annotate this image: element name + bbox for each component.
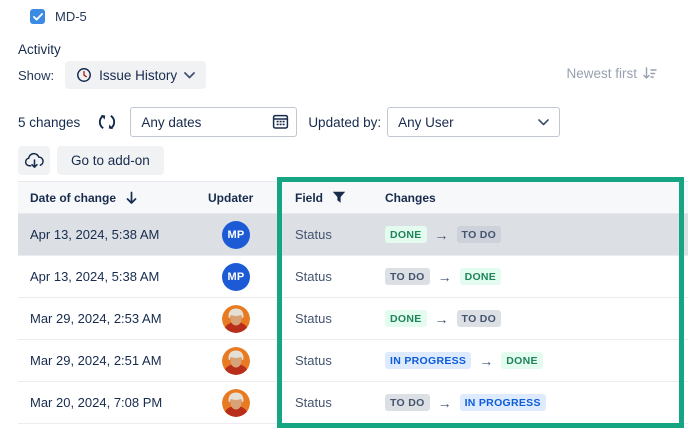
table-row[interactable]: Apr 13, 2024, 5:38 AM MP Status TO DO → … (18, 256, 688, 298)
status-from-badge: IN PROGRESS (385, 351, 472, 370)
sort-descending-icon (643, 67, 657, 79)
refresh-icon (99, 114, 116, 130)
arrow-right-icon: → (437, 394, 452, 411)
issue-checkbox[interactable] (30, 9, 45, 24)
show-label: Show: (18, 67, 55, 83)
user-photo (222, 388, 250, 417)
check-icon (32, 12, 43, 20)
addon-toolbar: Go to add-on (18, 146, 164, 175)
status-to-badge: TO DO (456, 225, 502, 244)
row-date: Apr 13, 2024, 5:38 AM (30, 269, 160, 284)
chevron-down-icon (184, 71, 196, 78)
go-to-addon-button[interactable]: Go to add-on (57, 146, 164, 175)
sort-arrow-down-icon (126, 191, 137, 204)
row-field: Status (295, 311, 332, 326)
column-date-of-change[interactable]: Date of change (18, 191, 208, 205)
cloud-download-button[interactable] (18, 146, 50, 175)
filter-funnel-icon[interactable] (332, 191, 346, 204)
status-to-badge: DONE (501, 351, 543, 370)
status-to-badge: IN PROGRESS (459, 393, 546, 412)
clock-icon (77, 68, 92, 82)
row-date: Mar 20, 2024, 7:08 PM (30, 395, 163, 410)
sort-order-label: Newest first (566, 66, 637, 81)
avatar[interactable] (222, 388, 250, 417)
history-table: Date of change Updater Field Changes Apr… (18, 181, 688, 424)
column-updater[interactable]: Updater (208, 190, 254, 205)
row-field: Status (295, 395, 332, 410)
status-from-badge: DONE (385, 225, 427, 244)
row-date: Mar 29, 2024, 2:53 AM (30, 311, 162, 326)
updated-by-label: Updated by: (308, 114, 382, 130)
table-header-row: Date of change Updater Field Changes (18, 181, 688, 214)
status-from-badge: DONE (385, 309, 427, 328)
show-selected-value: Issue History (99, 67, 178, 83)
activity-title: Activity (18, 42, 61, 57)
sort-order-control[interactable]: Newest first (566, 66, 657, 81)
changes-count: 5 changes (18, 114, 81, 130)
column-field[interactable]: Field (285, 191, 385, 205)
row-field: Status (295, 353, 332, 368)
show-row: Show: Issue History (18, 61, 207, 89)
status-to-badge: TO DO (456, 309, 502, 328)
user-filter-select[interactable]: Any User (387, 107, 561, 137)
user-photo (222, 304, 250, 333)
table-row[interactable]: Apr 13, 2024, 5:38 AM MP Status DONE → T… (18, 214, 688, 256)
issue-history-dropdown[interactable]: Issue History (65, 61, 207, 89)
status-from-badge: TO DO (385, 393, 430, 412)
table-row[interactable]: Mar 29, 2024, 2:53 AM Status DONE → TO D… (18, 298, 688, 340)
calendar-icon[interactable] (272, 113, 289, 130)
history-rows: Apr 13, 2024, 5:38 AM MP Status DONE → T… (18, 214, 688, 424)
avatar[interactable]: MP (222, 262, 250, 291)
issue-header-row: MD-5 (30, 9, 87, 24)
avatar[interactable]: MP (222, 220, 250, 249)
table-row[interactable]: Mar 29, 2024, 2:51 AM Status IN PROGRESS… (18, 340, 688, 382)
date-filter-input[interactable] (130, 107, 298, 137)
date-filter (130, 107, 298, 137)
column-changes[interactable]: Changes (385, 190, 436, 205)
arrow-right-icon: → (479, 352, 494, 369)
row-field: Status (295, 269, 332, 284)
user-filter-value: Any User (398, 114, 454, 130)
refresh-button[interactable] (95, 110, 119, 134)
row-date: Apr 13, 2024, 5:38 AM (30, 227, 160, 242)
status-from-badge: TO DO (385, 267, 430, 286)
avatar[interactable] (222, 304, 250, 333)
row-field: Status (295, 227, 332, 242)
table-row[interactable]: Mar 20, 2024, 7:08 PM Status TO DO → IN … (18, 382, 688, 424)
chevron-down-icon (538, 118, 549, 125)
arrow-right-icon: → (437, 268, 452, 285)
cloud-download-icon (24, 152, 44, 168)
avatar[interactable] (222, 346, 250, 375)
user-photo (222, 346, 250, 375)
arrow-right-icon: → (434, 226, 449, 243)
status-to-badge: DONE (459, 267, 502, 286)
filter-bar: 5 changes Updated by: Any User (18, 107, 561, 137)
issue-key[interactable]: MD-5 (55, 9, 87, 24)
arrow-right-icon: → (434, 310, 449, 327)
row-date: Mar 29, 2024, 2:51 AM (30, 353, 162, 368)
